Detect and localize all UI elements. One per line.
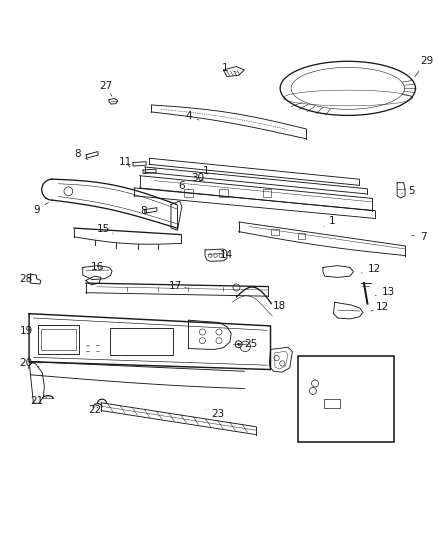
- Text: 21: 21: [30, 396, 46, 406]
- Bar: [263, 190, 272, 197]
- Bar: [184, 190, 193, 197]
- Text: 27: 27: [99, 81, 112, 96]
- Bar: [272, 229, 279, 235]
- Text: 9: 9: [33, 203, 49, 215]
- Text: 24: 24: [355, 428, 375, 438]
- Bar: [41, 329, 76, 350]
- Bar: [110, 328, 173, 355]
- Text: 1: 1: [222, 63, 237, 73]
- Text: 28: 28: [19, 274, 33, 284]
- Text: 11: 11: [119, 157, 132, 167]
- Text: 29: 29: [415, 56, 433, 77]
- Text: 1: 1: [324, 216, 336, 227]
- Text: 14: 14: [220, 250, 233, 260]
- Text: 18: 18: [270, 301, 286, 311]
- Text: 15: 15: [97, 224, 113, 235]
- Text: 13: 13: [375, 287, 395, 297]
- Bar: [298, 356, 394, 442]
- Bar: [219, 190, 228, 197]
- Text: 20: 20: [19, 358, 39, 368]
- Text: 5: 5: [402, 187, 414, 196]
- Text: 25: 25: [244, 339, 257, 349]
- Bar: [324, 399, 340, 408]
- Text: 22: 22: [88, 405, 101, 415]
- Text: 19: 19: [19, 326, 39, 336]
- Text: 12: 12: [371, 302, 389, 312]
- Text: 1: 1: [203, 166, 215, 176]
- Text: 30: 30: [191, 173, 205, 183]
- Text: 16: 16: [91, 262, 104, 271]
- Text: 23: 23: [206, 409, 225, 419]
- Text: 4: 4: [185, 111, 199, 121]
- Text: 6: 6: [179, 181, 189, 191]
- Text: 12: 12: [361, 264, 381, 273]
- Text: 7: 7: [412, 232, 427, 242]
- Bar: [297, 233, 305, 239]
- Text: 8: 8: [141, 206, 147, 216]
- Text: 8: 8: [74, 149, 88, 159]
- Bar: [38, 326, 79, 354]
- Text: 17: 17: [169, 281, 186, 291]
- Circle shape: [237, 343, 240, 345]
